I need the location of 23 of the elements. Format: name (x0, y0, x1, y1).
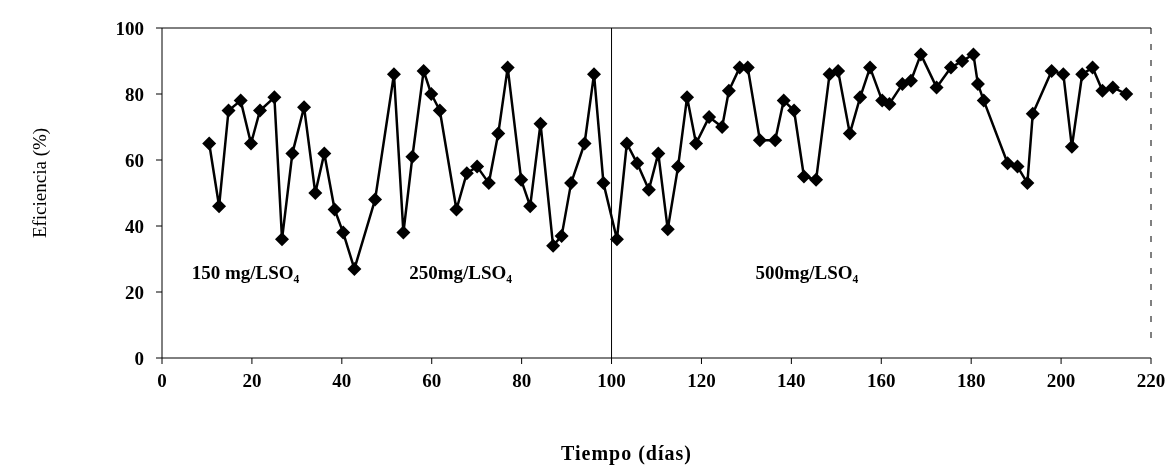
y-tick-label: 60 (125, 149, 144, 171)
annotation: 500mg/LSO₄ (755, 262, 859, 284)
x-tick-label: 80 (512, 370, 532, 392)
x-tick-label: 200 (1046, 370, 1076, 392)
x-tick-label: 140 (777, 370, 806, 392)
x-tick-label: 220 (1136, 370, 1166, 392)
x-axis-title: Tiempo (días) (561, 442, 692, 465)
x-tick-label: 180 (956, 370, 986, 392)
y-tick-label: 80 (125, 83, 144, 105)
x-tick-label: 60 (422, 370, 442, 392)
x-tick-label: 0 (157, 370, 167, 392)
y-tick-label: 20 (125, 281, 144, 303)
y-tick-label: 100 (115, 17, 144, 39)
annotation: 150 mg/LSO₄ (191, 262, 300, 284)
x-tick-label: 160 (867, 370, 896, 392)
annotation: 250mg/LSO₄ (409, 262, 513, 284)
x-tick-label: 120 (687, 370, 716, 392)
y-axis-title: Eficiencia (%) (29, 127, 51, 239)
x-tick-label: 40 (332, 370, 352, 392)
y-tick-label: 0 (134, 347, 144, 369)
x-tick-label: 100 (597, 370, 626, 392)
y-tick-label: 40 (125, 215, 144, 237)
x-tick-label: 20 (242, 370, 262, 392)
